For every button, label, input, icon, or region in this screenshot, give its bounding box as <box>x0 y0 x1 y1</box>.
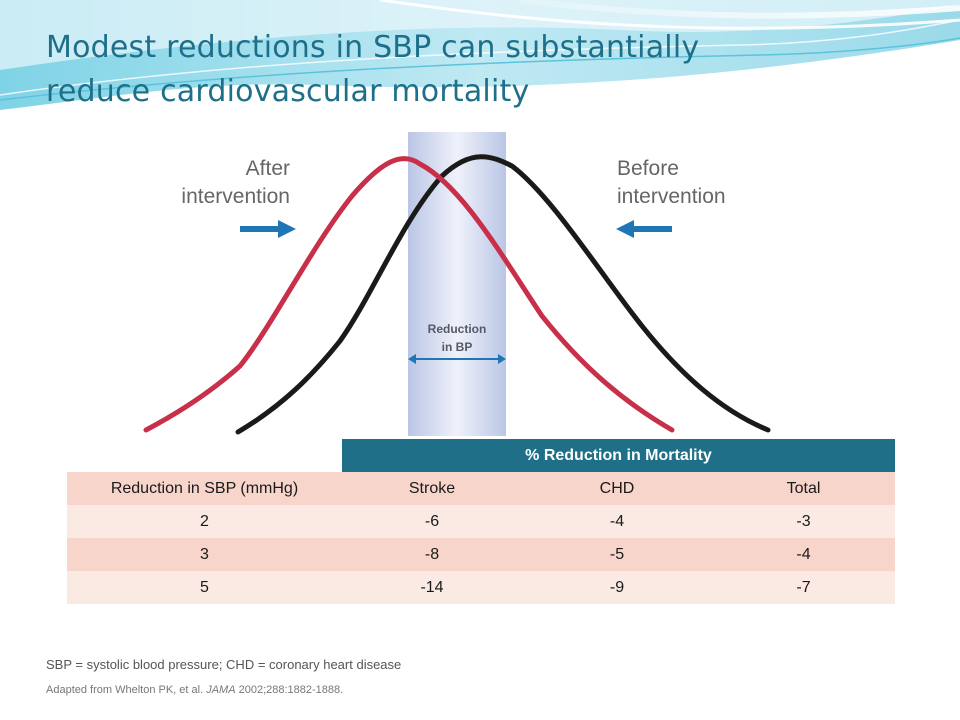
after-label-line-2: intervention <box>181 185 290 208</box>
source-prefix: Adapted from Whelton PK, et al. <box>46 684 207 696</box>
before-intervention-curve <box>235 154 771 435</box>
table-header-blank <box>67 439 342 472</box>
bp-distribution-figure <box>82 126 862 436</box>
table-cell: -4 <box>712 538 895 571</box>
before-label-line-1: Before <box>617 157 679 180</box>
source-suffix: 2002;288:1882-1888. <box>235 684 344 696</box>
after-intervention-curve <box>143 156 675 433</box>
title-line-1: Modest reductions in SBP can substantial… <box>46 30 700 65</box>
band-label-line-2: in BP <box>441 340 473 354</box>
mortality-table: % Reduction in Mortality Reduction in SB… <box>67 439 895 604</box>
abbreviations-footnote: SBP = systolic blood pressure; CHD = cor… <box>46 657 402 672</box>
table-cell: -6 <box>342 505 522 538</box>
table-row: 5 -14 -9 -7 <box>67 571 895 604</box>
before-intervention-label: Before intervention <box>617 155 817 211</box>
table-row: 2 -6 -4 -3 <box>67 505 895 538</box>
table-cell: -7 <box>712 571 895 604</box>
table-cell: -3 <box>712 505 895 538</box>
table-row: 3 -8 -5 -4 <box>67 538 895 571</box>
column-header: Total <box>712 472 895 505</box>
reduction-band <box>408 132 506 436</box>
table-cell: -5 <box>522 538 712 571</box>
table-cell: -9 <box>522 571 712 604</box>
double-arrow-icon <box>408 354 506 364</box>
table-cell: 3 <box>67 538 342 571</box>
after-label-line-1: After <box>245 157 290 180</box>
column-header: Reduction in SBP (mmHg) <box>67 472 342 505</box>
after-intervention-label: After intervention <box>120 155 290 211</box>
arrow-right-icon <box>240 220 296 238</box>
table-group-header-row: % Reduction in Mortality <box>67 439 895 472</box>
slide-title: Modest reductions in SBP can substantial… <box>46 26 906 114</box>
before-label-line-2: intervention <box>617 185 726 208</box>
source-citation: Adapted from Whelton PK, et al. JAMA 200… <box>46 684 343 696</box>
arrow-left-icon <box>616 220 672 238</box>
column-header: Stroke <box>342 472 522 505</box>
table-column-header-row: Reduction in SBP (mmHg) Stroke CHD Total <box>67 472 895 505</box>
background-waves <box>0 0 960 110</box>
source-journal: JAMA <box>206 684 236 696</box>
table-cell: -14 <box>342 571 522 604</box>
table-cell: -8 <box>342 538 522 571</box>
table-cell: 2 <box>67 505 342 538</box>
table-cell: -4 <box>522 505 712 538</box>
reduction-in-bp-label: Reduction in BP <box>408 320 506 356</box>
band-label-line-1: Reduction <box>427 322 487 336</box>
table-group-header: % Reduction in Mortality <box>342 439 895 472</box>
title-line-2: reduce cardiovascular mortality <box>46 74 530 109</box>
table-cell: 5 <box>67 571 342 604</box>
column-header: CHD <box>522 472 712 505</box>
